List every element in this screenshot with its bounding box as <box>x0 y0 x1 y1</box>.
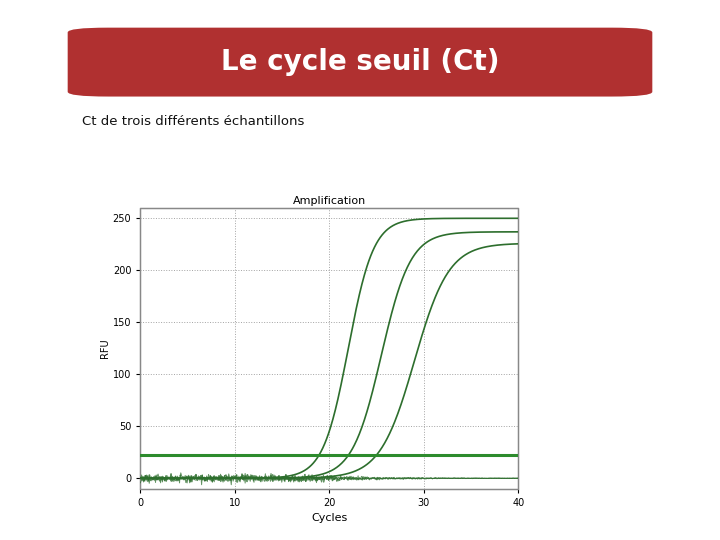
Y-axis label: RFU: RFU <box>100 339 110 358</box>
Text: Ct de trois différents échantillons: Ct de trois différents échantillons <box>82 115 305 128</box>
Title: Amplification: Amplification <box>293 195 366 206</box>
Text: Le cycle seuil (Ct): Le cycle seuil (Ct) <box>221 48 499 76</box>
X-axis label: Cycles: Cycles <box>311 514 348 523</box>
FancyBboxPatch shape <box>68 28 652 97</box>
